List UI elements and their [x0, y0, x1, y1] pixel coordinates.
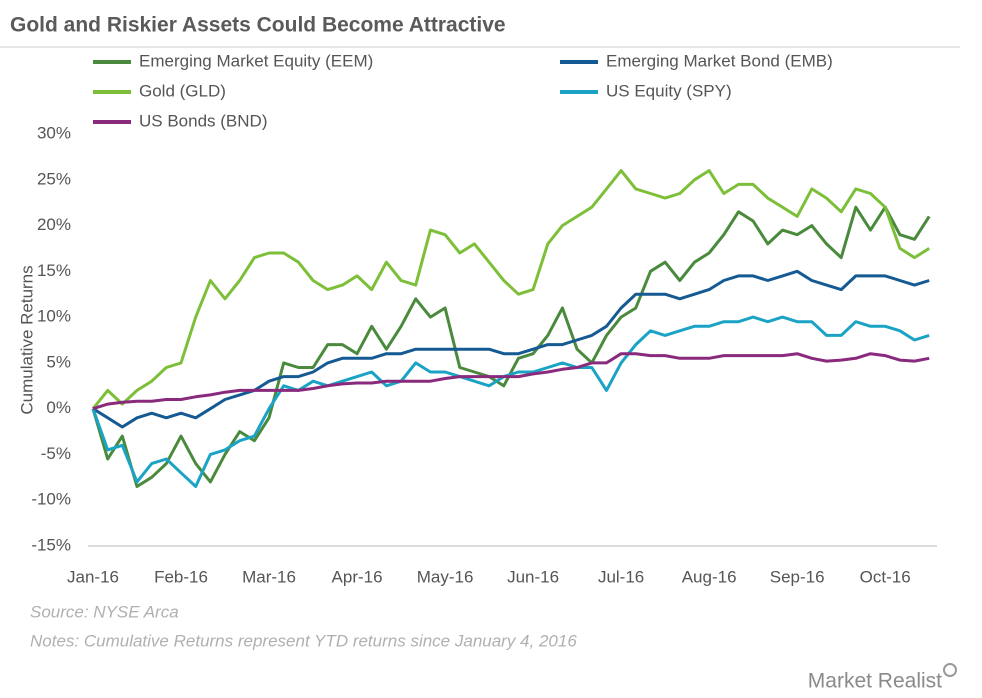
x-tick-label: Apr-16: [332, 567, 383, 586]
series-line: [91, 315, 930, 488]
y-tick-label: -10%: [31, 490, 71, 509]
source: Source: NYSE Arca: [30, 602, 179, 621]
x-tick-label: Jan-16: [67, 567, 119, 586]
chart-title: Gold and Riskier Assets Could Become Att…: [10, 14, 506, 37]
series-line: [92, 269, 930, 429]
y-tick-label: -5%: [41, 444, 71, 463]
series-line: [91, 205, 931, 488]
legend-label: US Bonds (BND): [139, 111, 267, 130]
legend-label: Emerging Market Equity (EEM): [139, 51, 373, 70]
y-tick-label: 25%: [37, 169, 71, 188]
x-tick-label: Jun-16: [507, 567, 559, 586]
x-tick-label: Feb-16: [154, 567, 208, 586]
y-tick-label: 15%: [37, 261, 71, 280]
x-tick-label: Oct-16: [860, 567, 911, 586]
x-tick-label: May-16: [417, 567, 474, 586]
brand-logo: Market Realist: [808, 670, 942, 693]
legend-label: Gold (GLD): [139, 81, 226, 100]
y-tick-label: -15%: [31, 535, 71, 554]
logo-icon: [943, 663, 957, 677]
x-tick-label: Sep-16: [770, 567, 825, 586]
series-line: [92, 352, 930, 411]
x-tick-label: Jul-16: [598, 567, 644, 586]
y-tick-label: 30%: [37, 123, 71, 142]
y-tick-label: 0%: [46, 398, 71, 417]
legend-label: Emerging Market Bond (EMB): [606, 51, 833, 70]
series-line: [91, 169, 930, 410]
legend-label: US Equity (SPY): [606, 81, 732, 100]
notes: Notes: Cumulative Returns represent YTD …: [30, 631, 577, 650]
y-tick-label: 10%: [37, 307, 71, 326]
x-tick-label: Mar-16: [242, 567, 296, 586]
y-tick-label: 20%: [37, 215, 71, 234]
x-tick-label: Aug-16: [682, 567, 737, 586]
y-axis-label: Cumulative Returns: [17, 265, 36, 414]
y-tick-label: 5%: [46, 352, 71, 371]
